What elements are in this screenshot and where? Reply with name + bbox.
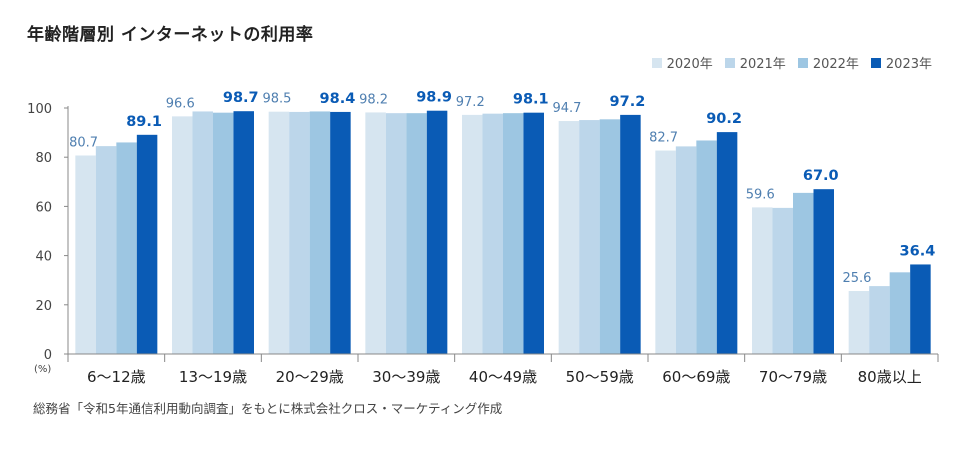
bar-2022年-50～59歳 [599,119,621,354]
bar-2023年-60～69歳 [716,132,738,354]
legend-item-2021: 2021年 [724,53,786,72]
y-tick-label: 0 [44,348,52,363]
legend-label-2022: 2022年 [812,57,859,72]
data-label-2020: 94.7 [552,101,581,116]
data-label-2023: 98.1 [513,92,549,108]
bar-2020年-30～39歳 [365,112,386,354]
data-label-2023: 36.4 [900,243,936,259]
bar-2021年-30～39歳 [385,113,407,354]
legend-label-2023: 2023年 [885,57,932,72]
bar-2023年-6～12歳 [136,134,158,354]
bar-2020年-80歳以上 [848,291,870,354]
bar-2020年-60～69歳 [655,150,676,354]
bar-2020年-20～29歳 [268,111,290,354]
data-label-2020: 80.7 [69,135,98,150]
data-label-2023: 89.1 [126,114,162,130]
bar-2023年-13～19歳 [233,111,254,354]
bar-2021年-70～79歳 [772,207,793,354]
data-label-2020: 59.6 [746,187,775,202]
x-category-label: 70～79歳 [759,368,827,386]
bar-2021年-20～29歳 [289,111,310,354]
x-category-label: 6～12歳 [87,368,146,386]
x-category-label: 20～29歳 [276,368,344,386]
data-label-2023: 67.0 [803,168,839,184]
data-label-2020: 97.2 [456,95,485,110]
bar-2022年-6～12歳 [116,142,137,354]
data-label-2023: 98.4 [320,91,356,107]
bar-2020年-50～59歳 [558,121,580,355]
chart-title: 年齢階層別 インターネットの利用率 [27,25,314,45]
bar-2021年-80歳以上 [869,286,890,354]
x-category-label: 60～69歳 [662,368,730,386]
data-label-2020: 82.7 [649,131,678,146]
y-tick-label: 20 [35,299,52,314]
bar-2023年-50～59歳 [620,114,641,354]
bar-2023年-30～39歳 [426,110,448,355]
bar-2020年-40～49歳 [462,114,483,354]
source-note: 総務省「令和5年通信利用動向調査」をもとに株式会社クロス・マーケティング作成 [33,401,503,416]
x-category-label: 40～49歳 [469,368,537,386]
bar-2022年-60～69歳 [696,140,717,354]
legend-swatch-2022 [797,57,808,68]
bar-2023年-70～79歳 [813,189,834,354]
x-category-label: 13～19歳 [179,368,247,386]
data-label-2020: 96.6 [166,96,195,111]
bar-2021年-50～59歳 [579,120,600,354]
bar-2021年-60～69歳 [675,146,697,354]
legend-label-2020: 2020年 [666,57,713,72]
data-label-2023: 97.2 [610,94,646,110]
legend-swatch-2020 [651,57,662,68]
bar-2022年-40～49歳 [503,113,524,354]
bar-2021年-40～49歳 [482,113,503,355]
legend-item-2023: 2023年 [870,53,932,72]
bar-2020年-70～79歳 [752,207,773,354]
y-tick-label: 80 [35,151,52,166]
bar-2022年-13～19歳 [213,112,234,354]
bar-2022年-30～39歳 [406,113,427,354]
bar-2020年-6～12歳 [75,155,96,354]
legend-swatch-2021 [724,57,735,68]
x-category-label: 30～39歳 [372,368,440,386]
legend-label-2021: 2021年 [739,57,786,72]
x-category-label: 50～59歳 [566,368,634,386]
data-label-2020: 98.5 [262,92,291,107]
bar-2022年-20～29歳 [309,111,331,354]
legend-item-2020: 2020年 [651,53,713,72]
bar-2022年-70～79歳 [793,192,814,354]
data-label-2020: 98.2 [359,92,388,107]
bar-2021年-13～19歳 [192,111,213,354]
legend: 2020年 2021年 2022年 2023年 [651,53,932,72]
y-tick-label: 100 [27,102,52,117]
x-category-label: 80歳以上 [858,368,922,386]
y-tick-label: 60 [35,200,52,215]
data-label-2023: 98.7 [223,90,259,106]
bar-2021年-6～12歳 [95,146,117,354]
data-label-2020: 25.6 [842,271,871,286]
bar-2022年-80歳以上 [889,272,911,354]
bar-2020年-13～19歳 [172,116,193,354]
data-label-2023: 90.2 [706,111,742,127]
bar-2023年-80歳以上 [910,264,931,354]
y-axis-unit: (%) [34,364,51,375]
bar-2023年-40～49歳 [523,112,544,354]
data-label-2023: 98.9 [416,90,452,106]
legend-item-2022: 2022年 [797,53,859,72]
legend-swatch-2023 [870,57,881,68]
bar-2023年-20～29歳 [330,111,351,354]
y-tick-label: 40 [35,250,52,265]
